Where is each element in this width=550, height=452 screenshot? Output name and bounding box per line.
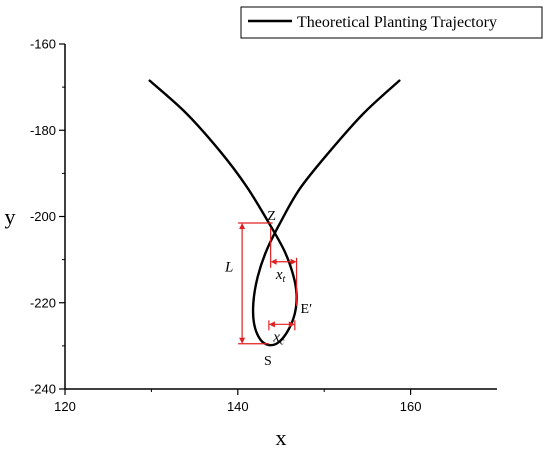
dim-L-arrow-bottom xyxy=(239,337,246,344)
series-line-theoretical-planting-trajectory xyxy=(148,79,401,347)
dim-xt-arrow-left xyxy=(270,258,277,265)
y-tick-label: -160 xyxy=(30,37,56,52)
x-tick-label: 160 xyxy=(400,399,422,414)
dim-L-label: L xyxy=(224,259,233,275)
dim-L-arrow-top xyxy=(239,222,246,229)
ticks xyxy=(59,43,412,395)
dim-xt-arrow-right xyxy=(290,258,297,265)
y-tick-label: -180 xyxy=(30,123,56,138)
point-label-e-prime: E′ xyxy=(301,302,313,317)
y-tick-label: -200 xyxy=(30,209,56,224)
legend: Theoretical Planting Trajectory xyxy=(240,6,543,39)
y-axis-title: y xyxy=(5,204,16,229)
dim-xt-label: xt xyxy=(275,267,286,285)
x-tick-label: 140 xyxy=(227,399,249,414)
legend-box xyxy=(240,6,543,39)
x-axis-title: x xyxy=(276,425,287,450)
x-tick-label: 120 xyxy=(54,399,76,414)
legend-label: Theoretical Planting Trajectory xyxy=(297,14,497,31)
point-label-s: S xyxy=(264,354,272,369)
tick-labels: 120 140 160 -160 -180 -200 -220 -240 xyxy=(30,37,421,415)
dim-xc-label: xc xyxy=(272,329,285,347)
y-tick-label: -240 xyxy=(30,382,56,397)
y-tick-label: -220 xyxy=(30,295,56,310)
dim-xc-arrow-right xyxy=(288,321,295,328)
point-label-z: Z xyxy=(267,209,276,224)
dim-xc-arrow-left xyxy=(268,321,275,328)
